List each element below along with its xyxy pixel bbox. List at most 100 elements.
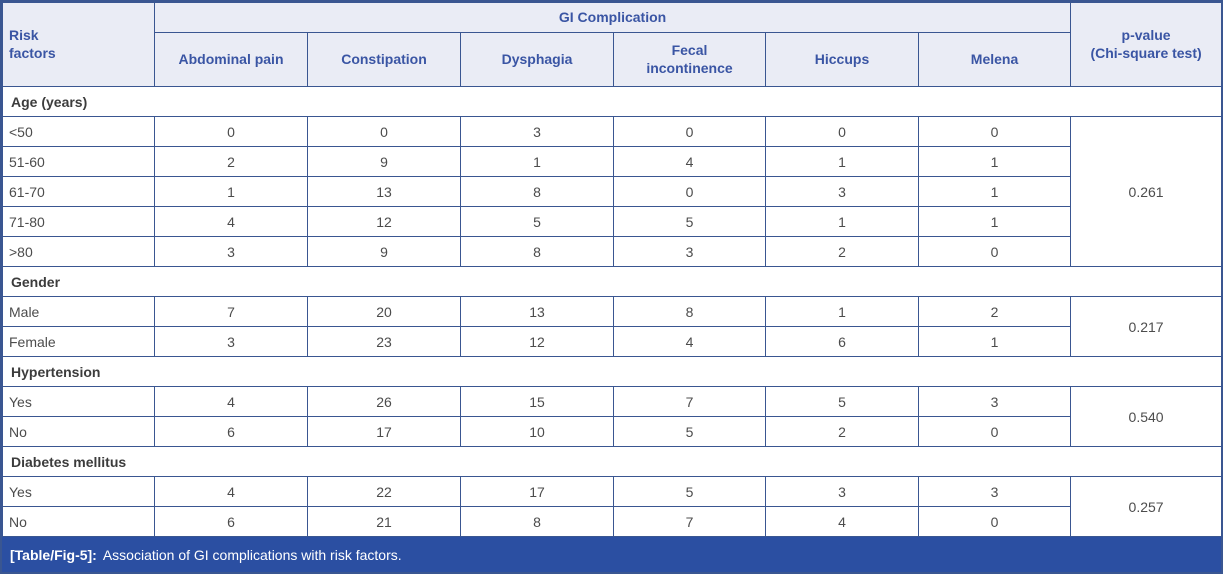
caption-text: Association of GI complications with ris…: [102, 546, 402, 563]
data-cell: 1: [917, 146, 1072, 177]
data-cell: 8: [613, 296, 766, 327]
data-cell: 3: [613, 236, 766, 267]
table-row: 51-60 2 9 1 4 1 1: [2, 146, 1222, 177]
col-header-abdominal-pain: Abdominal pain: [154, 32, 308, 87]
table-row: Male 7 20 13 8 1 2 0.217: [2, 296, 1223, 357]
data-cell: 6: [154, 416, 308, 447]
figure-caption: [Table/Fig-5]: Association of GI complic…: [2, 537, 1221, 572]
data-cell: 22: [307, 476, 461, 507]
group-header-gi-complication: GI Complication: [153, 2, 1072, 33]
data-cell: 1: [460, 146, 614, 177]
data-cell: 13: [307, 176, 461, 207]
row-label: 61-70: [2, 176, 155, 207]
col-header-constipation: Constipation: [307, 32, 461, 87]
table-row: Yes 4 22 17 5 3 3 0.257: [2, 476, 1223, 537]
col-header-fecal-incontinence: Fecal incontinence: [613, 32, 766, 87]
table-row: Female 3 23 12 4 6 1: [2, 326, 1222, 357]
section-row: Diabetes mellitus: [1, 446, 1223, 477]
data-cell: 21: [307, 506, 461, 537]
data-cell: 4: [154, 206, 308, 237]
col-header-melena: Melena: [917, 32, 1072, 87]
table-row: No 6 17 10 5 2 0: [2, 416, 1222, 447]
data-cell: 6: [765, 326, 919, 357]
data-cell: 4: [613, 146, 766, 177]
data-cell: 12: [307, 206, 461, 237]
col-header-risk-factors: Risk factors: [2, 2, 155, 87]
data-cell: 0: [917, 416, 1072, 447]
data-cell: 2: [765, 416, 919, 447]
row-label: 51-60: [2, 146, 155, 177]
data-cell: 5: [613, 416, 766, 447]
data-cell: 17: [307, 416, 461, 447]
data-cell: 1: [765, 296, 919, 327]
table-row: 61-70 1 13 8 0 3 1: [2, 176, 1222, 207]
data-cell: 8: [460, 236, 614, 267]
row-label: No: [2, 416, 155, 447]
data-cell: 4: [154, 386, 308, 417]
data-cell: 3: [765, 176, 919, 207]
data-cell: 15: [460, 386, 614, 417]
section-title: Gender: [1, 266, 1223, 297]
row-label: 71-80: [2, 206, 155, 237]
data-cell: 0: [917, 506, 1072, 537]
data-cell: 5: [765, 386, 919, 417]
data-cell: 1: [154, 176, 308, 207]
data-cell: 1: [917, 206, 1072, 237]
data-cell: 0: [613, 176, 766, 207]
data-cell: 26: [307, 386, 461, 417]
table-row: <50 0 0 3 0 0 0 0.261: [2, 116, 1223, 267]
section-row: Age (years): [1, 86, 1223, 117]
data-cell: 20: [307, 296, 461, 327]
data-cell: 2: [917, 296, 1072, 327]
p-value-cell: 0.257: [1070, 476, 1223, 537]
p-value-cell: 0.261: [1070, 116, 1223, 267]
data-cell: 13: [460, 296, 614, 327]
data-cell: 9: [307, 146, 461, 177]
data-cell: 0: [917, 236, 1072, 267]
data-cell: 8: [460, 506, 614, 537]
col-header-p-value: p-value (Chi-square test): [1070, 2, 1223, 87]
data-cell: 7: [613, 506, 766, 537]
data-cell: 7: [613, 386, 766, 417]
row-label: Yes: [2, 386, 155, 417]
row-label: Yes: [2, 476, 155, 507]
table-row: 71-80 4 12 5 5 1 1: [2, 206, 1222, 237]
data-cell: 0: [613, 116, 766, 147]
data-cell: 3: [917, 476, 1072, 507]
data-cell: 3: [154, 236, 308, 267]
data-cell: 17: [460, 476, 614, 507]
data-cell: 0: [307, 116, 461, 147]
data-cell: 10: [460, 416, 614, 447]
data-cell: 1: [917, 326, 1072, 357]
p-value-cell: 0.217: [1070, 296, 1223, 357]
data-cell: 2: [765, 236, 919, 267]
section-title: Diabetes mellitus: [1, 446, 1223, 477]
row-label: >80: [2, 236, 155, 267]
data-cell: 9: [307, 236, 461, 267]
section-title: Age (years): [1, 86, 1223, 117]
col-header-dysphagia: Dysphagia: [460, 32, 614, 87]
gi-complication-table: Risk factors GI Complication p-value (Ch…: [1, 2, 1223, 537]
data-cell: 1: [917, 176, 1072, 207]
data-cell: 12: [460, 326, 614, 357]
table-body: Age (years) <50 0 0 3 0 0 0 0.261 51-60 2 9 1 4 1 1 61-7…: [1, 86, 1223, 537]
row-label: No: [2, 506, 155, 537]
data-cell: 3: [917, 386, 1072, 417]
data-cell: 6: [154, 506, 308, 537]
data-cell: 1: [765, 206, 919, 237]
data-cell: 3: [460, 116, 614, 147]
p-value-cell: 0.540: [1070, 386, 1223, 447]
table-row: No 6 21 8 7 4 0: [2, 506, 1222, 537]
data-cell: 0: [154, 116, 308, 147]
data-cell: 3: [154, 326, 308, 357]
data-cell: 8: [460, 176, 614, 207]
table-row: Yes 4 26 15 7 5 3 0.540: [2, 386, 1223, 447]
data-cell: 23: [307, 326, 461, 357]
data-cell: 5: [613, 206, 766, 237]
data-cell: 0: [917, 116, 1072, 147]
data-cell: 5: [460, 206, 614, 237]
data-cell: 3: [765, 476, 919, 507]
table-row: >80 3 9 8 3 2 0: [2, 236, 1222, 267]
row-label: Male: [2, 296, 155, 327]
data-cell: 7: [154, 296, 308, 327]
